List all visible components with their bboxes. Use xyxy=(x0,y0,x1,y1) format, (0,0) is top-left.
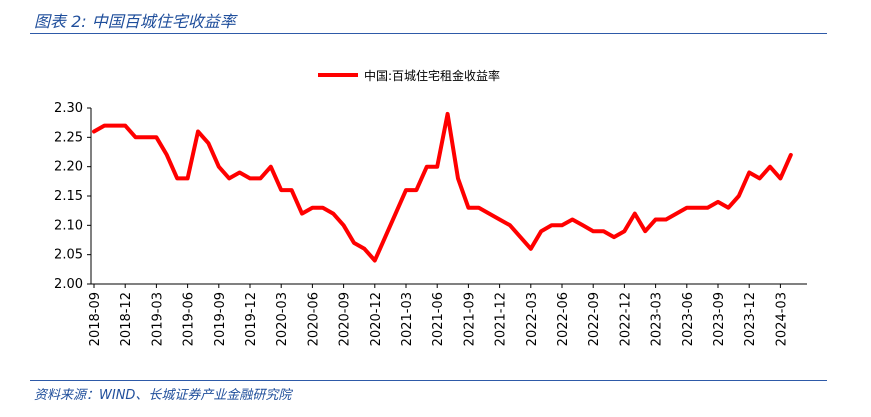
x-tick-label: 2023-09 xyxy=(712,292,727,346)
legend-label: 中国:百城住宅租金收益率 xyxy=(364,68,500,83)
x-tick-label: 2023-06 xyxy=(681,292,696,346)
source-divider xyxy=(30,380,827,381)
y-tick-label: 2.30 xyxy=(54,101,83,116)
source-note: 资料来源：WIND、长城证券产业金融研究院 xyxy=(34,388,292,403)
x-tick-label: 2021-12 xyxy=(494,292,509,346)
x-tick-label: 2018-09 xyxy=(88,292,103,346)
x-tick-label: 2024-03 xyxy=(774,292,789,346)
series-line xyxy=(92,111,793,263)
y-axis-ticks: 2.00 2.05 2.10 2.15 2.20 2.25 2.30 xyxy=(54,101,91,292)
x-tick-label: 2023-03 xyxy=(650,292,665,346)
title-divider xyxy=(30,33,827,34)
x-tick-label: 2020-06 xyxy=(306,292,321,346)
y-tick-label: 2.10 xyxy=(54,218,83,233)
x-tick-label: 2023-12 xyxy=(743,292,758,346)
x-tick-label: 2020-03 xyxy=(275,292,290,346)
legend: 中国:百城住宅租金收益率 xyxy=(318,68,500,83)
x-tick-label: 2018-12 xyxy=(119,292,134,346)
x-tick-label: 2020-09 xyxy=(338,292,353,346)
x-tick-label: 2020-12 xyxy=(369,292,384,346)
x-tick-label: 2019-03 xyxy=(150,292,165,346)
y-tick-label: 2.20 xyxy=(54,160,83,175)
y-tick-label: 2.25 xyxy=(54,130,83,145)
x-tick-label: 2022-09 xyxy=(587,292,602,346)
x-axis-ticks: 2018-09 2018-12 2019-03 2019-06 2019-09 2019-… xyxy=(88,284,789,346)
x-tick-label: 2019-06 xyxy=(182,292,197,346)
x-tick-label: 2021-03 xyxy=(400,292,415,346)
x-tick-label: 2022-06 xyxy=(556,292,571,346)
x-tick-label: 2019-12 xyxy=(244,292,259,346)
x-tick-label: 2021-09 xyxy=(462,292,477,346)
x-tick-label: 2019-09 xyxy=(213,292,228,346)
y-tick-label: 2.15 xyxy=(54,189,83,204)
line-chart: 中国:百城住宅租金收益率 2.00 2.05 2.10 2.15 2.20 2.25 2.3… xyxy=(54,68,807,346)
x-tick-label: 2021-06 xyxy=(431,292,446,346)
x-tick-label: 2022-12 xyxy=(618,292,633,346)
x-tick-label: 2022-03 xyxy=(525,292,540,346)
y-tick-label: 2.00 xyxy=(54,277,83,292)
y-tick-label: 2.05 xyxy=(54,248,83,263)
figure-title: 图表 2: 中国百城住宅收益率 xyxy=(34,12,236,31)
